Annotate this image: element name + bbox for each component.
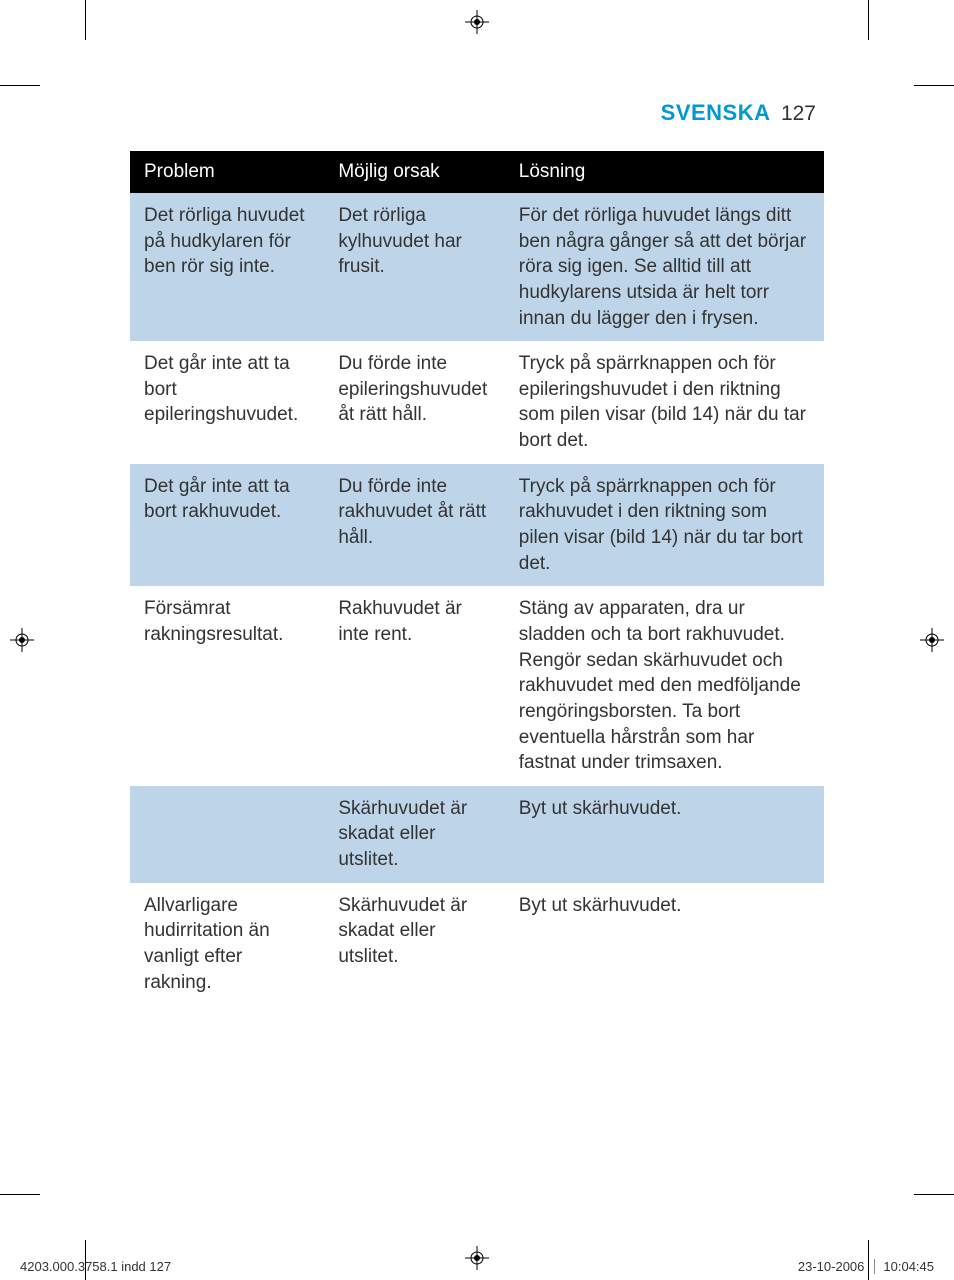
cell-problem: Det rörliga huvudet på hudkylaren för be… — [130, 193, 324, 341]
cell-problem — [130, 786, 324, 883]
print-footer: 4203.000.3758.1 indd 127 23-10-2006 10:0… — [20, 1259, 934, 1274]
cell-problem: Försämrat rakningsresultat. — [130, 586, 324, 785]
registration-mark-icon — [465, 10, 489, 34]
crop-mark — [0, 85, 40, 86]
cell-cause: Det rörliga kylhuvudet har frusit. — [324, 193, 504, 341]
footer-time: 10:04:45 — [874, 1259, 934, 1274]
column-header-solution: Lösning — [505, 151, 824, 193]
table-row: Det går inte att ta bort epileringshuvud… — [130, 341, 824, 464]
column-header-problem: Problem — [130, 151, 324, 193]
cell-cause: Skärhuvudet är skadat eller utslitet. — [324, 786, 504, 883]
cell-solution: Byt ut skärhuvudet. — [505, 786, 824, 883]
footer-file-ref: 4203.000.3758.1 indd 127 — [20, 1259, 171, 1274]
table-row: Det går inte att ta bort rakhuvudet.Du f… — [130, 464, 824, 587]
cell-problem: Det går inte att ta bort rakhuvudet. — [130, 464, 324, 587]
cell-solution: Tryck på spärrknappen och för epilerings… — [505, 341, 824, 464]
troubleshooting-table: Problem Möjlig orsak Lösning Det rörliga… — [130, 151, 824, 1005]
page-content: SVENSKA 127 Problem Möjlig orsak Lösning… — [130, 100, 824, 1005]
cell-problem: Allvarligare hudirritation än vanligt ef… — [130, 883, 324, 1006]
crop-mark — [868, 0, 869, 40]
crop-mark — [914, 1194, 954, 1195]
table-row: Allvarligare hudirritation än vanligt ef… — [130, 883, 824, 1006]
table-row: Försämrat rakningsresultat.Rakhuvudet är… — [130, 586, 824, 785]
cell-solution: Stäng av apparaten, dra ur sladden och t… — [505, 586, 824, 785]
crop-mark — [914, 85, 954, 86]
cell-cause: Rakhuvudet är inte rent. — [324, 586, 504, 785]
table-row: Skärhuvudet är skadat eller utslitet.Byt… — [130, 786, 824, 883]
cell-cause: Du förde inte rakhuvudet åt rätt håll. — [324, 464, 504, 587]
table-row: Det rörliga huvudet på hudkylaren för be… — [130, 193, 824, 341]
table-header-row: Problem Möjlig orsak Lösning — [130, 151, 824, 193]
cell-solution: För det rörliga huvudet längs ditt ben n… — [505, 193, 824, 341]
registration-mark-icon — [10, 628, 34, 652]
column-header-cause: Möjlig orsak — [324, 151, 504, 193]
cell-solution: Tryck på spärrknappen och för rakhuvudet… — [505, 464, 824, 587]
page-header: SVENSKA 127 — [130, 100, 824, 126]
registration-mark-icon — [920, 628, 944, 652]
cell-solution: Byt ut skärhuvudet. — [505, 883, 824, 1006]
header-language: SVENSKA — [661, 100, 771, 125]
header-page-number: 127 — [781, 102, 816, 125]
cell-cause: Du förde inte epileringshuvudet åt rätt … — [324, 341, 504, 464]
crop-mark — [0, 1194, 40, 1195]
footer-date: 23-10-2006 — [798, 1259, 865, 1274]
crop-mark — [85, 0, 86, 40]
cell-cause: Skärhuvudet är skadat eller utslitet. — [324, 883, 504, 1006]
cell-problem: Det går inte att ta bort epileringshuvud… — [130, 341, 324, 464]
